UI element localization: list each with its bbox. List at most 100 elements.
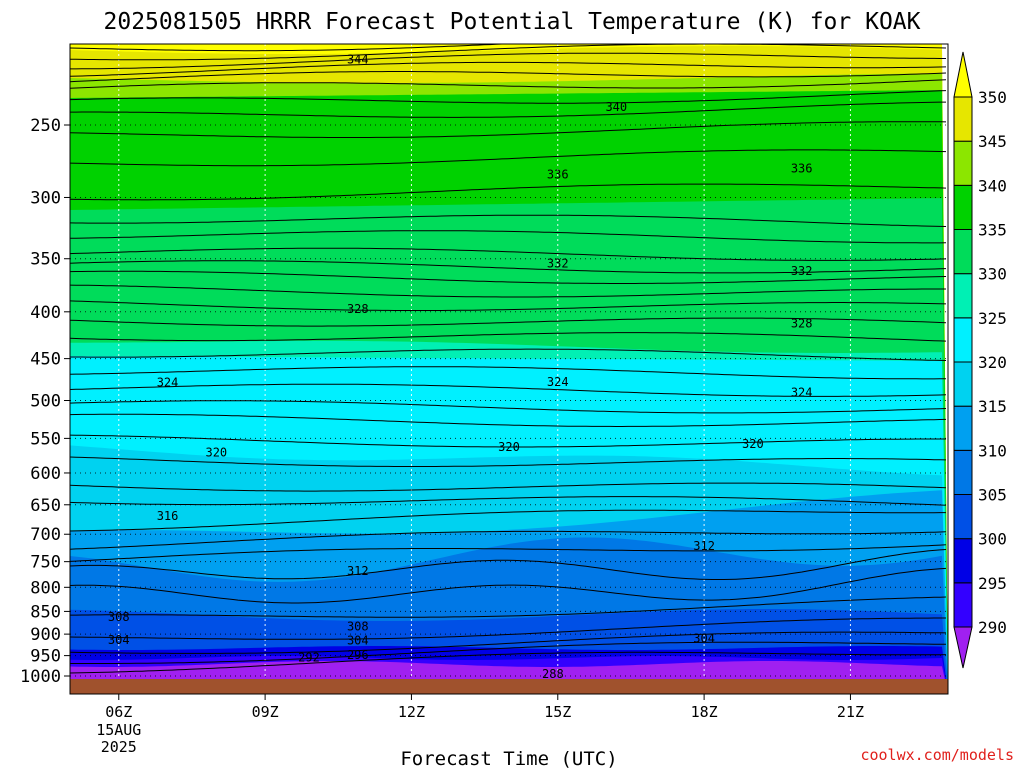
contour-label-324: 324	[157, 376, 179, 390]
colorbar-segment-300	[953, 494, 973, 540]
contour-line	[70, 260, 947, 274]
colorbar-label-295: 295	[978, 574, 1007, 593]
contour-line	[70, 79, 947, 89]
shaded-bands	[70, 44, 948, 694]
contour-label-308: 308	[108, 610, 130, 624]
y-tick-label-1000: 1000	[20, 667, 61, 687]
contour-label-296: 296	[347, 648, 369, 662]
contour-line	[70, 230, 947, 244]
contour-label-324: 324	[791, 385, 813, 399]
contour-line	[70, 544, 947, 562]
contour-line	[70, 90, 947, 104]
contour-line	[70, 366, 946, 380]
y-tick-label-750: 750	[30, 553, 61, 573]
colorbar-label-320: 320	[978, 353, 1007, 372]
colorbar-extend-high	[953, 51, 973, 98]
contour-line	[70, 456, 947, 467]
contour-line	[70, 183, 947, 201]
colorbar-label-350: 350	[978, 88, 1007, 107]
colorbar-segment-340	[953, 140, 973, 186]
contour-line	[70, 149, 947, 167]
colorbar-label-340: 340	[978, 176, 1007, 195]
contour-line	[70, 348, 947, 361]
contour-lines	[70, 44, 947, 674]
colorbar-label-335: 335	[978, 221, 1007, 240]
contour-line	[70, 71, 947, 83]
x-tick-sublabel: 2025	[101, 738, 137, 756]
contour-line	[70, 434, 946, 448]
contour-labels: 344 340 336 336 332 332 328 328 324 324 324 320 320 3…	[108, 52, 813, 681]
y-tick-label-850: 850	[30, 602, 61, 622]
y-tick-label-900: 900	[30, 625, 61, 645]
colorbar-segment-290	[953, 582, 973, 628]
contour-label-340: 340	[605, 100, 627, 114]
y-tick-label-400: 400	[30, 303, 61, 323]
contour-label-332: 332	[791, 264, 813, 278]
contour-line	[70, 317, 947, 327]
contour-label-336: 336	[791, 162, 813, 176]
contour-line	[70, 482, 947, 492]
ground-fill	[70, 679, 948, 694]
credit-link[interactable]: coolwx.com/models	[860, 746, 1014, 764]
x-tick-label-21Z: 21Z	[837, 703, 864, 721]
ground-strip	[70, 679, 948, 694]
contour-label-320: 320	[205, 446, 227, 460]
contour-label-304: 304	[347, 634, 369, 648]
chart-title: 2025081505 HRRR Forecast Potential Tempe…	[104, 9, 921, 35]
contour-line	[70, 413, 947, 427]
colorbar-segment-345	[953, 96, 973, 142]
contour-line	[70, 567, 947, 604]
contour-line	[70, 61, 947, 77]
y-tick-label-500: 500	[30, 392, 61, 412]
contour-label-316: 316	[157, 509, 179, 523]
colorbar-segment-295	[953, 538, 973, 584]
contour-line	[70, 300, 947, 311]
contour-line	[70, 631, 947, 654]
contour-line	[70, 332, 947, 342]
contour-label-344: 344	[347, 52, 369, 66]
contour-line	[70, 596, 947, 618]
x-tick-label-12Z: 12Z	[398, 703, 425, 721]
y-tick-label-950: 950	[30, 647, 61, 667]
contour-label-324: 324	[547, 375, 569, 389]
y-tick-label-300: 300	[30, 188, 61, 208]
contour-label-332: 332	[547, 256, 569, 270]
contour-label-312: 312	[347, 564, 369, 578]
contour-line	[70, 214, 947, 227]
y-tick-label-700: 700	[30, 525, 61, 545]
colorbar-extend-low	[953, 626, 973, 669]
contour-label-328: 328	[791, 317, 813, 331]
colorbar-label-305: 305	[978, 486, 1007, 505]
contour-label-308: 308	[347, 620, 369, 634]
contour-line	[70, 52, 946, 70]
x-tick-sublabel: 15AUG	[96, 721, 141, 739]
colorbar-segment-335	[953, 184, 973, 230]
colorbar-label-300: 300	[978, 530, 1007, 549]
y-tick-label-250: 250	[30, 116, 61, 136]
contour-line	[70, 496, 947, 506]
colorbar-label-310: 310	[978, 441, 1007, 460]
colorbar-segment-310	[953, 405, 973, 451]
contour-label-320: 320	[498, 440, 520, 454]
contour-line	[70, 509, 946, 532]
contour-line	[70, 617, 946, 640]
colorbar-segment-305	[953, 449, 973, 496]
contour-line	[70, 247, 947, 261]
colorbar: 290 295 300 305 310 315 320 325 330 335 340 345 350	[953, 51, 1007, 669]
contour-label-304: 304	[693, 632, 715, 646]
plot-frame	[69, 43, 949, 695]
contour-label-288: 288	[542, 667, 564, 681]
colorbar-segment-325	[953, 273, 973, 319]
contour-label-336: 336	[547, 167, 569, 181]
contour-label-304: 304	[108, 633, 130, 647]
y-tick-label-350: 350	[30, 250, 61, 270]
contour-label-312: 312	[693, 539, 715, 553]
contour-line	[70, 641, 947, 664]
x-tick-label-09Z: 09Z	[252, 703, 279, 721]
colorbar-segment-315	[953, 361, 973, 407]
colorbar-segment-320	[953, 317, 973, 363]
contour-line	[70, 530, 947, 550]
contour-line	[70, 284, 946, 298]
x-axis-title: Forecast Time (UTC)	[400, 748, 617, 768]
